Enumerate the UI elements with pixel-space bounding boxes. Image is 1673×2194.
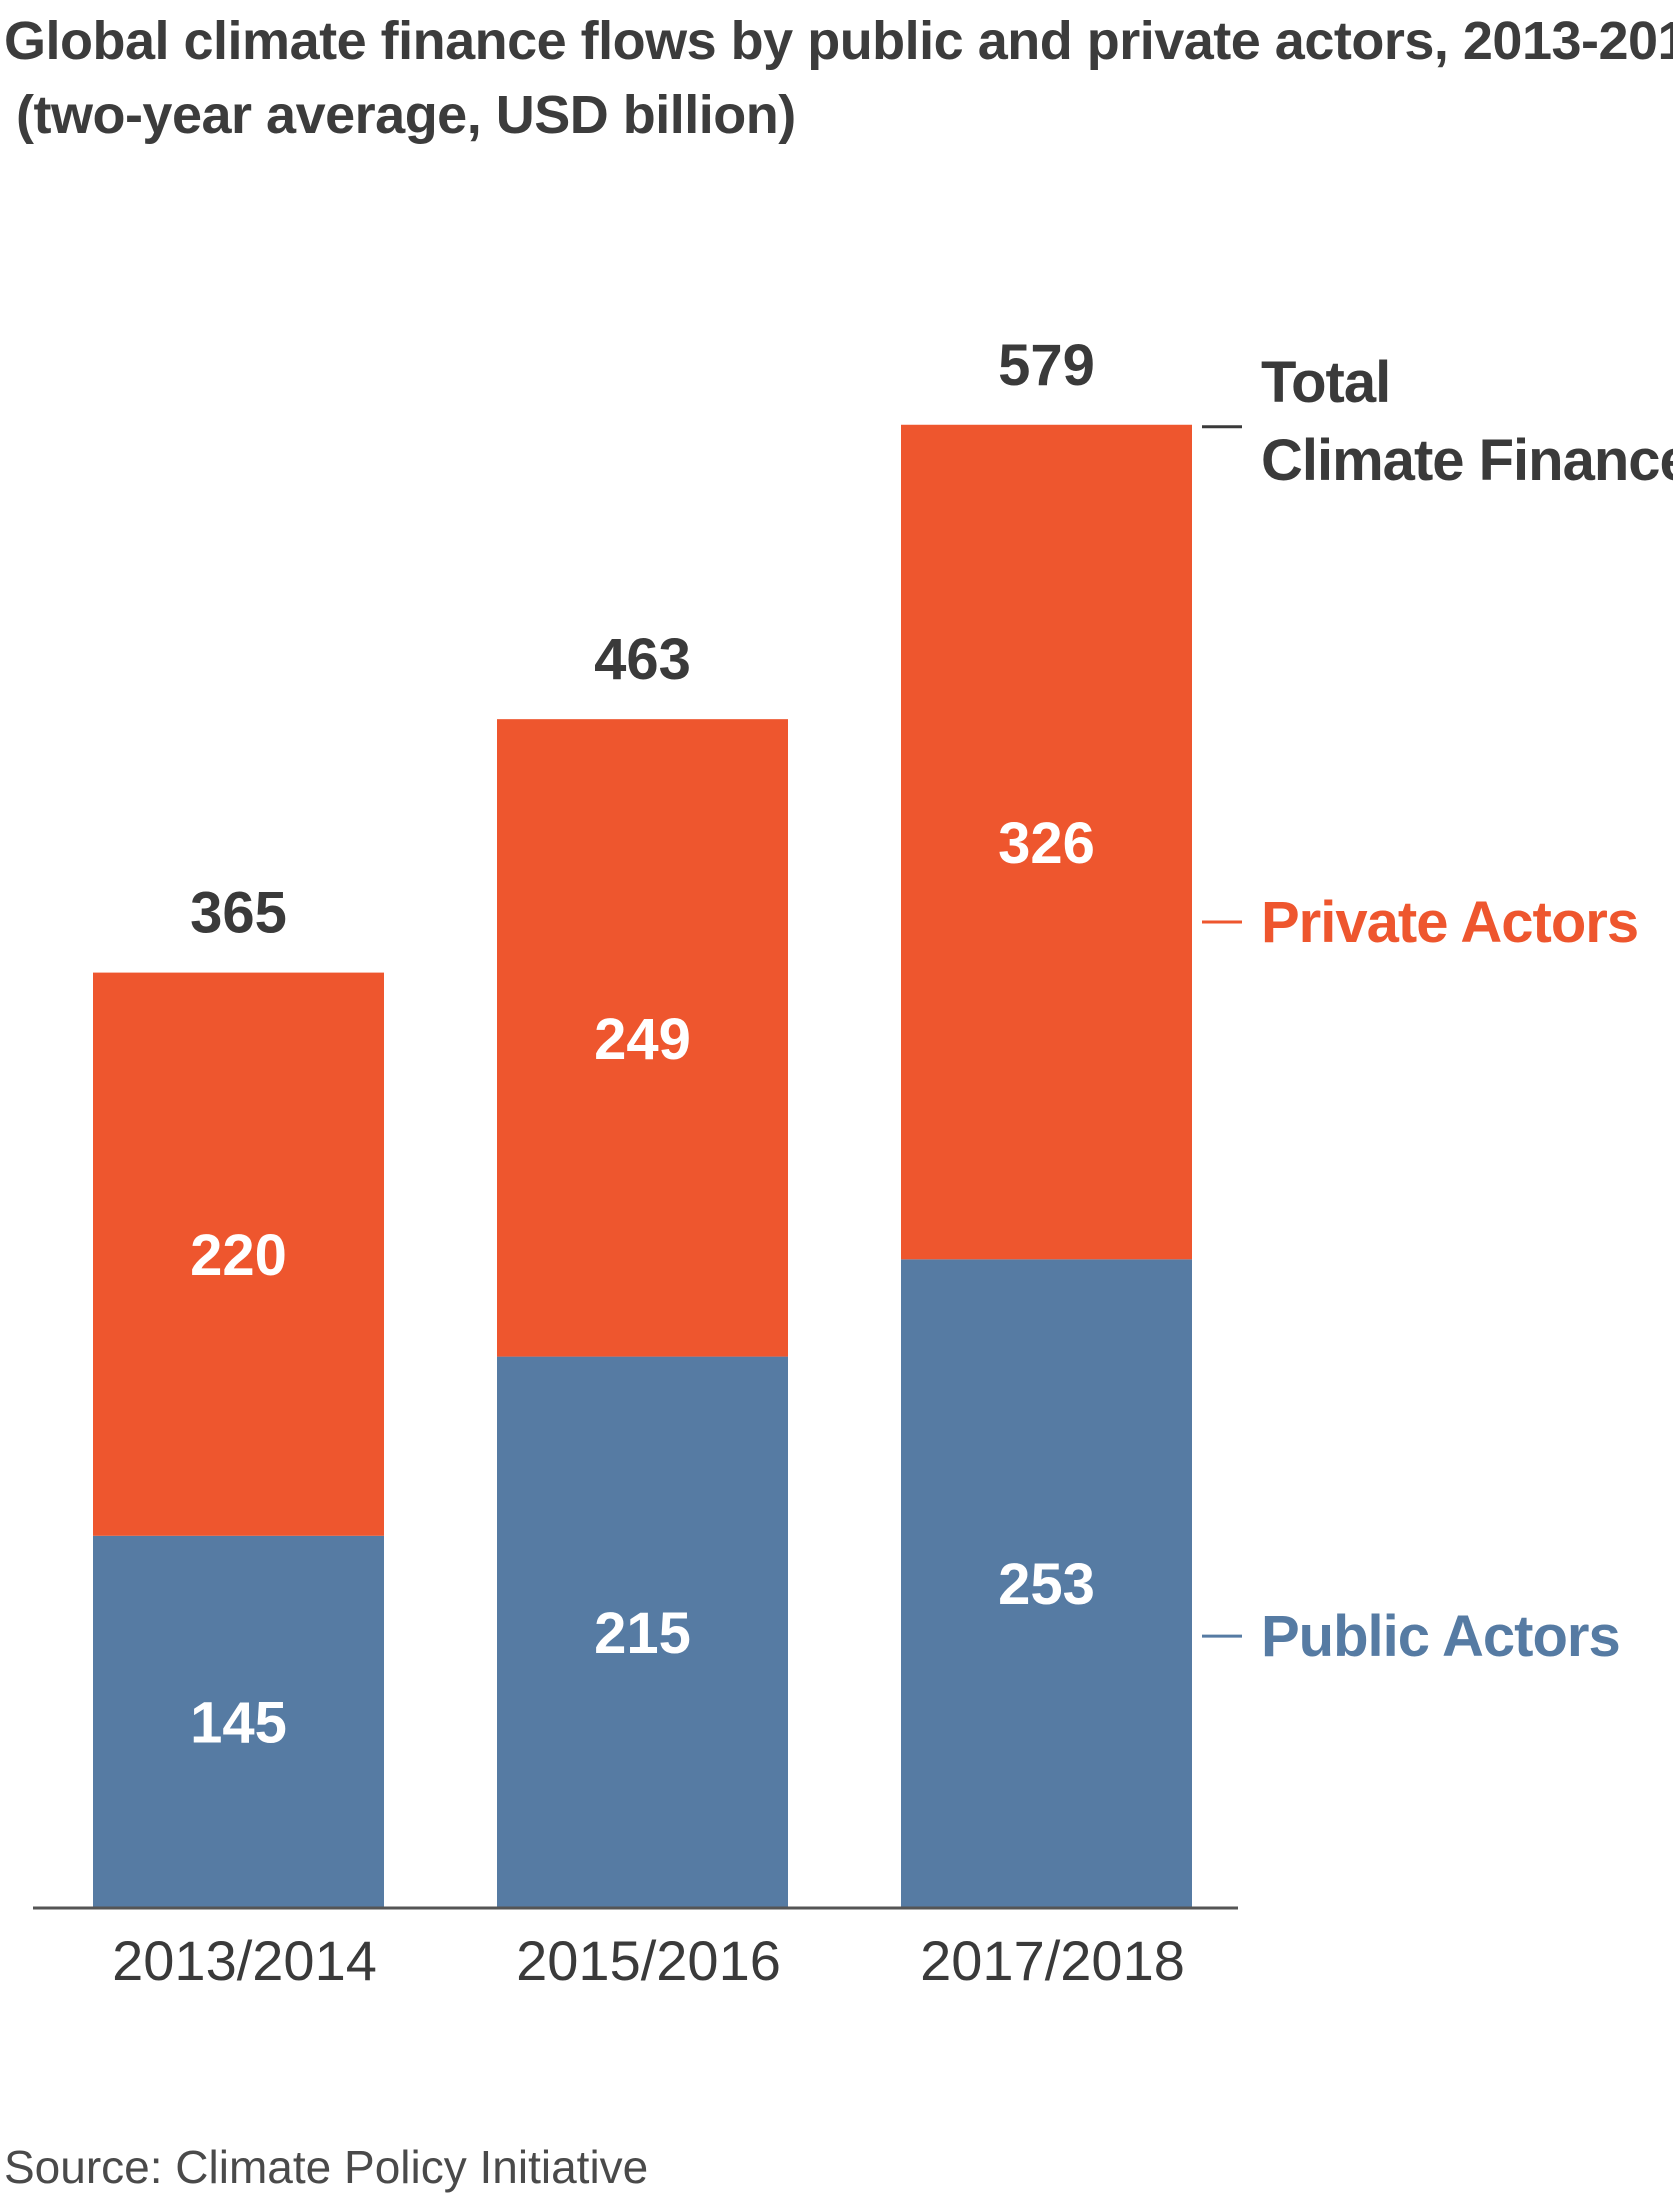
chart-subtitle: (two-year average, USD billion) <box>16 85 796 145</box>
legend-label-total: Total <box>1261 350 1390 415</box>
source-note: Source: Climate Policy Initiative <box>4 2141 649 2193</box>
bar-segment-private <box>93 972 384 1536</box>
chart-title: Global climate finance flows by public a… <box>4 4 1673 152</box>
chart-title-line: Global climate finance flows by public a… <box>4 11 1673 71</box>
data-label-total: 579 <box>998 333 1095 398</box>
bar-segment-public <box>497 1356 788 1907</box>
data-label-private: 220 <box>190 1223 287 1288</box>
legend-label-public: Public Actors <box>1261 1604 1620 1669</box>
legend-label-private: Private Actors <box>1261 890 1638 955</box>
data-label-total: 365 <box>190 881 287 946</box>
x-tick-label: 2015/2016 <box>516 1929 781 1992</box>
data-label-public: 253 <box>998 1552 1095 1617</box>
x-tick-label: 2013/2014 <box>112 1929 377 1992</box>
bar-segment-private <box>497 719 788 1357</box>
data-label-private: 326 <box>998 811 1095 876</box>
bar-segment-public <box>901 1259 1192 1907</box>
bar-segment-public <box>93 1535 384 1907</box>
bar-segment-private <box>901 424 1192 1260</box>
data-label-private: 249 <box>594 1007 691 1072</box>
data-label-public: 145 <box>190 1690 287 1755</box>
x-tick-label: 2017/2018 <box>920 1929 1185 1992</box>
legend-label-total: Climate Finance <box>1261 428 1673 493</box>
data-label-public: 215 <box>594 1601 691 1666</box>
data-label-total: 463 <box>594 627 691 692</box>
